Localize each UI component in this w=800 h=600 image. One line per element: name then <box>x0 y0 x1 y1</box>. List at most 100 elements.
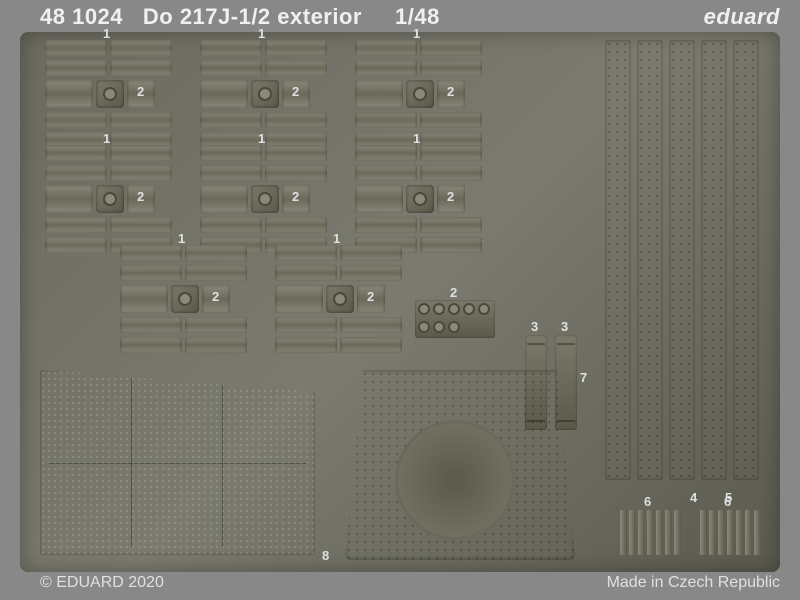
rivet-icon <box>418 321 430 333</box>
label-4: 4 <box>690 490 697 505</box>
label-1: 1 <box>103 131 110 146</box>
slat <box>45 217 107 233</box>
part-8 <box>40 370 315 555</box>
slat <box>200 217 262 233</box>
slat <box>275 245 337 261</box>
slat <box>420 237 482 253</box>
label-2: 2 <box>450 285 457 300</box>
slat <box>200 165 262 181</box>
slat <box>355 217 417 233</box>
hub-center-icon <box>258 192 272 206</box>
slat <box>340 265 402 281</box>
part-7-circle <box>395 420 515 540</box>
rivet-icon <box>433 303 445 315</box>
part-6-fins <box>620 510 681 555</box>
slat <box>355 60 417 76</box>
label-2: 2 <box>212 289 219 304</box>
hub <box>171 285 199 313</box>
fin <box>629 510 636 555</box>
grille-block <box>200 145 327 253</box>
fin <box>709 510 716 555</box>
rivet-icon <box>478 303 490 315</box>
hub-center-icon <box>103 192 117 206</box>
label-8: 8 <box>322 548 329 563</box>
label-2: 2 <box>447 189 454 204</box>
fin <box>718 510 725 555</box>
hub <box>406 80 434 108</box>
label-3: 3 <box>561 319 568 334</box>
fin <box>674 510 681 555</box>
slat <box>110 145 172 161</box>
label-2: 2 <box>447 84 454 99</box>
label-1: 1 <box>178 231 185 246</box>
slat <box>110 217 172 233</box>
slat <box>120 285 168 313</box>
slat <box>185 245 247 261</box>
slat <box>45 60 107 76</box>
header: 48 1024 Do 217J-1/2 exterior 1/48 eduard <box>40 4 780 30</box>
fin <box>647 510 654 555</box>
long-strip <box>701 40 727 480</box>
long-strip <box>669 40 695 480</box>
label-6: 6 <box>644 494 651 509</box>
slat <box>355 165 417 181</box>
slat <box>275 285 323 313</box>
long-strip <box>605 40 631 480</box>
slat <box>355 112 417 128</box>
grille-block <box>275 245 402 353</box>
slat <box>355 40 417 56</box>
label-2: 2 <box>137 84 144 99</box>
label-2: 2 <box>367 289 374 304</box>
slat <box>185 317 247 333</box>
hub-center-icon <box>413 192 427 206</box>
slat <box>275 317 337 333</box>
slat <box>265 145 327 161</box>
slat <box>120 317 182 333</box>
rivet-icon <box>448 303 460 315</box>
label-2: 2 <box>137 189 144 204</box>
rivet-icon <box>418 303 430 315</box>
slat <box>45 237 107 253</box>
hub <box>406 185 434 213</box>
slat <box>275 337 337 353</box>
slat <box>45 185 93 213</box>
slat <box>185 337 247 353</box>
hub-center-icon <box>413 87 427 101</box>
hub-center-icon <box>258 87 272 101</box>
slat <box>45 145 107 161</box>
hub-center-icon <box>178 292 192 306</box>
label-2: 2 <box>292 189 299 204</box>
slat <box>110 60 172 76</box>
slat <box>355 145 417 161</box>
long-strip <box>637 40 663 480</box>
slat <box>200 60 262 76</box>
slat <box>110 165 172 181</box>
brand-logo: eduard <box>704 4 780 30</box>
slat <box>340 317 402 333</box>
grille-block <box>45 145 172 253</box>
slat <box>110 40 172 56</box>
hub <box>251 185 279 213</box>
slat <box>420 112 482 128</box>
footer: © EDUARD 2020 Made in Czech Republic <box>40 574 780 592</box>
slat <box>200 185 248 213</box>
slat <box>275 265 337 281</box>
fin <box>638 510 645 555</box>
label-1: 1 <box>258 131 265 146</box>
slat <box>265 112 327 128</box>
slat <box>120 245 182 261</box>
grille-block <box>355 145 482 253</box>
slat <box>45 40 107 56</box>
slat <box>265 165 327 181</box>
slat <box>45 80 93 108</box>
slat <box>265 40 327 56</box>
grille-block <box>120 245 247 353</box>
fin <box>620 510 627 555</box>
rivet-icon <box>463 303 475 315</box>
slat <box>340 337 402 353</box>
label-3: 3 <box>531 319 538 334</box>
fin <box>745 510 752 555</box>
label-6: 6 <box>724 494 731 509</box>
scale: 1/48 <box>395 4 440 29</box>
slat <box>120 337 182 353</box>
